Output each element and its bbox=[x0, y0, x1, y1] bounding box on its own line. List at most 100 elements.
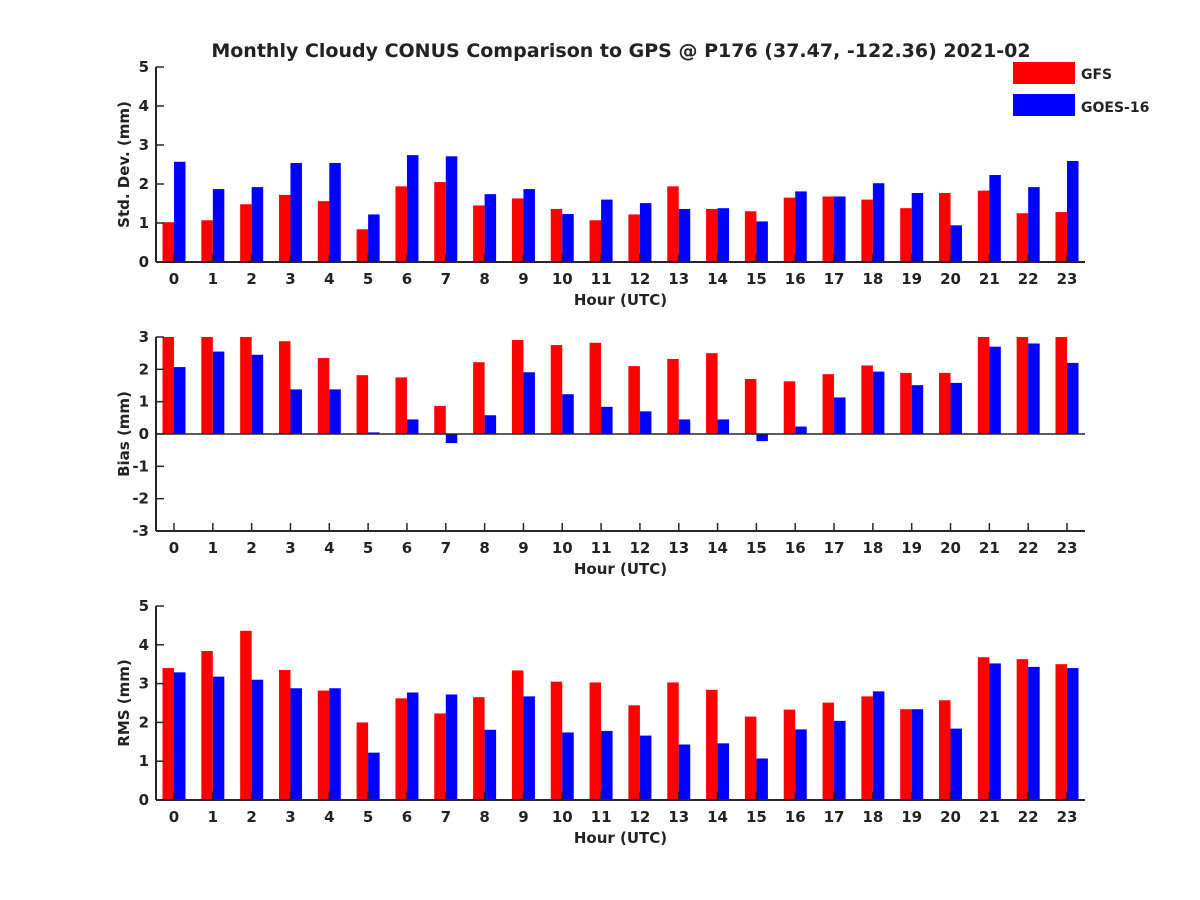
rms-x-tick-label: 1 bbox=[208, 808, 218, 826]
bias-bar-gfs-3 bbox=[278, 341, 291, 434]
rms-bar-goes-16-16 bbox=[795, 729, 807, 800]
rms-bar-goes-16-8 bbox=[484, 729, 497, 800]
rms-bar-goes-16-6 bbox=[406, 692, 419, 800]
bias-x-tick-label: 6 bbox=[402, 539, 412, 557]
rms-bar-gfs-8 bbox=[473, 697, 485, 800]
std-dev-bar-goes-16-0 bbox=[174, 161, 186, 262]
legend-label-gfs: GFS bbox=[1081, 67, 1112, 83]
rms-bar-gfs-17 bbox=[822, 702, 835, 800]
bias-bar-gfs-14 bbox=[706, 353, 718, 434]
rms-bar-gfs-21 bbox=[977, 657, 990, 800]
bias-bar-gfs-8 bbox=[473, 362, 485, 434]
rms-bar-gfs-2 bbox=[240, 630, 252, 800]
std-dev-bar-goes-16-14 bbox=[717, 208, 730, 262]
std-dev-bar-gfs-4 bbox=[317, 201, 330, 262]
std-dev-bar-goes-16-5 bbox=[368, 214, 380, 262]
std-dev-bar-gfs-21 bbox=[977, 190, 990, 262]
bias-bar-goes-16-5 bbox=[368, 432, 380, 434]
std-dev-bar-gfs-14 bbox=[706, 208, 718, 262]
std-dev-x-tick-label: 0 bbox=[169, 270, 179, 288]
std-dev-bar-goes-16-12 bbox=[639, 203, 652, 262]
bias-bar-gfs-16 bbox=[783, 381, 796, 434]
rms-bar-gfs-22 bbox=[1016, 659, 1029, 800]
std-dev-bar-goes-16-6 bbox=[406, 155, 419, 262]
rms-x-tick-label: 8 bbox=[479, 808, 489, 826]
rms-bar-gfs-7 bbox=[434, 713, 446, 800]
std-dev-x-tick-label: 14 bbox=[707, 270, 728, 288]
rms-bar-gfs-4 bbox=[317, 690, 330, 800]
std-dev-y-tick-label: 2 bbox=[139, 175, 149, 193]
std-dev-x-tick-label: 7 bbox=[441, 270, 451, 288]
bias-x-tick-label: 2 bbox=[246, 539, 256, 557]
bias-y-tick-label: -1 bbox=[132, 457, 149, 475]
std-dev-bar-goes-16-10 bbox=[562, 214, 574, 262]
legend: GFS GOES-16 bbox=[1013, 62, 1149, 116]
rms-x-tick-label: 9 bbox=[518, 808, 528, 826]
rms-y-tick-label: 1 bbox=[139, 752, 149, 770]
std-dev-bar-gfs-10 bbox=[550, 208, 563, 262]
std-dev-bar-goes-16-4 bbox=[329, 162, 341, 262]
rms-x-tick-label: 23 bbox=[1057, 808, 1078, 826]
std-dev-x-tick-label: 6 bbox=[402, 270, 412, 288]
rms-bar-goes-16-10 bbox=[562, 732, 574, 800]
std-dev-bar-goes-16-22 bbox=[1028, 187, 1040, 262]
rms-bar-gfs-19 bbox=[900, 709, 912, 800]
rms-bar-goes-16-13 bbox=[678, 744, 691, 800]
rms-x-tick-label: 10 bbox=[552, 808, 573, 826]
bias-x-tick-label: 9 bbox=[518, 539, 528, 557]
bias-x-tick-label: 19 bbox=[901, 539, 922, 557]
std-dev-bar-gfs-9 bbox=[511, 198, 524, 262]
bias-bar-gfs-1 bbox=[201, 337, 213, 434]
std-dev-x-tick-label: 19 bbox=[901, 270, 922, 288]
bias-bar-goes-16-4 bbox=[329, 389, 341, 434]
legend-swatch-gfs bbox=[1013, 62, 1075, 84]
std-dev-x-tick-label: 9 bbox=[518, 270, 528, 288]
rms-x-tick-label: 15 bbox=[746, 808, 767, 826]
rms-bar-gfs-16 bbox=[783, 709, 796, 800]
std-dev-x-tick-label: 17 bbox=[824, 270, 845, 288]
bias-bar-goes-16-14 bbox=[717, 419, 730, 434]
rms-x-tick-label: 4 bbox=[324, 808, 334, 826]
bias-x-tick-label: 10 bbox=[552, 539, 573, 557]
std-dev-y-tick-label: 3 bbox=[139, 136, 149, 154]
bias-x-tick-label: 14 bbox=[707, 539, 728, 557]
legend-swatch-goes16 bbox=[1013, 94, 1075, 116]
bias-bar-gfs-9 bbox=[511, 339, 524, 434]
bias-bar-gfs-7 bbox=[434, 405, 446, 434]
bias-x-tick-label: 16 bbox=[785, 539, 806, 557]
std-dev-y-tick-label: 1 bbox=[139, 214, 149, 232]
std-dev-bar-gfs-6 bbox=[395, 186, 407, 262]
std-dev-y-tick-label: 5 bbox=[139, 58, 149, 76]
rms-bar-gfs-15 bbox=[744, 716, 757, 800]
rms-bar-goes-16-21 bbox=[989, 663, 1001, 800]
bias-bar-goes-16-13 bbox=[678, 419, 691, 434]
std-dev-x-tick-label: 11 bbox=[591, 270, 612, 288]
std-dev-bar-gfs-13 bbox=[667, 186, 679, 262]
rms-bar-gfs-5 bbox=[356, 722, 369, 800]
bias-x-tick-label: 17 bbox=[824, 539, 845, 557]
std-dev-bar-gfs-2 bbox=[240, 204, 252, 262]
std-dev-x-tick-label: 2 bbox=[246, 270, 256, 288]
rms-bar-goes-16-0 bbox=[174, 672, 186, 800]
rms-x-tick-label: 2 bbox=[246, 808, 256, 826]
std-dev-y-axis-label: Std. Dev. (mm) bbox=[115, 101, 133, 228]
rms-bar-goes-16-20 bbox=[950, 728, 963, 800]
bias-bar-goes-16-23 bbox=[1067, 362, 1079, 434]
bias-bar-goes-16-7 bbox=[445, 434, 458, 444]
std-dev-bar-goes-16-16 bbox=[795, 191, 807, 262]
rms-bar-gfs-12 bbox=[628, 705, 640, 800]
bias-x-tick-label: 12 bbox=[629, 539, 650, 557]
std-dev-bar-gfs-11 bbox=[589, 220, 602, 262]
std-dev-bar-gfs-16 bbox=[783, 197, 796, 262]
bias-y-tick-label: 1 bbox=[139, 393, 149, 411]
std-dev-bar-gfs-3 bbox=[278, 194, 291, 262]
bias-y-tick-label: 2 bbox=[139, 360, 149, 378]
std-dev-bar-goes-16-19 bbox=[911, 192, 924, 262]
rms-bar-goes-16-4 bbox=[329, 688, 341, 800]
bias-bar-gfs-5 bbox=[356, 375, 369, 434]
bias-bar-gfs-17 bbox=[822, 374, 835, 434]
bias-bar-gfs-21 bbox=[977, 337, 990, 434]
bias-x-tick-label: 15 bbox=[746, 539, 767, 557]
